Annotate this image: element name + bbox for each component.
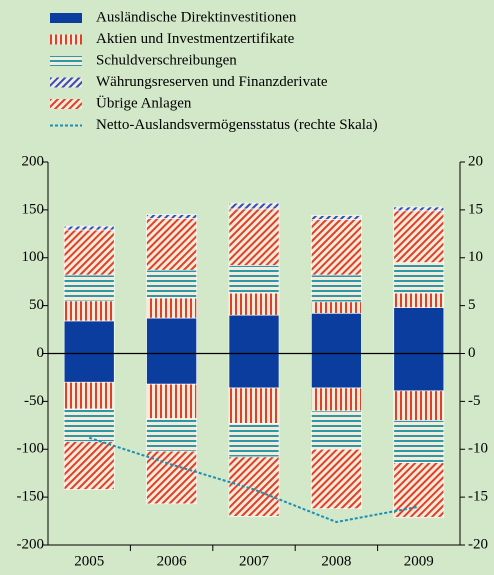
bar-segment	[63, 441, 115, 490]
bar-segment	[228, 456, 280, 517]
bar-segment	[63, 229, 115, 276]
legend-label: Übrige Anlagen	[96, 94, 192, 111]
x-tick-label: 2006	[157, 553, 188, 569]
y-tick-label: 100	[22, 249, 45, 265]
y-tick-label: 0	[37, 345, 45, 361]
bar-segment	[393, 262, 445, 294]
bar-segment	[146, 383, 197, 419]
y2-tick-label: 10	[468, 249, 483, 265]
bar-segment	[63, 381, 115, 410]
y-tick-label: -100	[17, 441, 45, 457]
x-tick-label: 2005	[74, 553, 104, 569]
legend-label: Netto-Auslandsvermögensstatus (rechte Sk…	[96, 117, 378, 133]
legend-swatch	[50, 56, 82, 66]
bar-segment	[63, 320, 115, 354]
bar-segment	[311, 410, 362, 450]
bar-segment	[146, 218, 197, 271]
legend-label: Aktien und Investmentzertifikate	[96, 31, 295, 47]
bar-segment	[311, 274, 362, 303]
bar-segment	[393, 353, 445, 392]
y-tick-label: 150	[22, 201, 45, 217]
bar-segment	[393, 390, 445, 421]
legend-swatch	[50, 99, 82, 109]
bar-segment	[146, 214, 197, 219]
y2-tick-label: -20	[468, 536, 488, 552]
bar-segment	[393, 462, 445, 518]
bar-segment	[393, 210, 445, 263]
bar-segment	[393, 307, 445, 354]
legend-label: Schuldverschreibungen	[96, 52, 237, 68]
bar-segment	[228, 202, 280, 210]
legend-label: Währungsreserven und Finanzderivate	[96, 74, 328, 90]
bar-segment	[63, 225, 115, 231]
bar-segment	[146, 450, 197, 505]
y2-tick-label: 0	[468, 345, 476, 361]
bar-segment	[228, 387, 280, 424]
bar-segment	[311, 448, 362, 509]
legend-swatch	[50, 77, 82, 88]
y2-tick-label: 5	[468, 297, 476, 313]
y2-tick-label: 15	[468, 201, 483, 217]
y-tick-label: -200	[17, 536, 45, 552]
legend-label: Ausländische Direktinvestitionen	[96, 9, 297, 25]
bar-segment	[311, 301, 362, 314]
y2-tick-label: 20	[468, 153, 483, 169]
y2-tick-label: -15	[468, 489, 488, 505]
bar-segment	[228, 314, 280, 354]
legend-swatch	[50, 13, 82, 23]
bar-segment	[63, 300, 115, 322]
y-tick-label: 200	[22, 153, 45, 169]
bar-segment	[393, 206, 445, 212]
net-position-line	[88, 436, 419, 524]
x-tick-label: 2009	[404, 553, 434, 569]
bar-segment	[63, 408, 115, 442]
bar-segment	[311, 387, 362, 412]
bar-segment	[146, 297, 197, 319]
y-tick-label: 50	[29, 297, 44, 313]
legend-swatch	[50, 34, 82, 45]
bar-segment	[228, 423, 280, 458]
bar-segment	[311, 219, 362, 276]
bar-segment	[311, 353, 362, 389]
x-tick-label: 2007	[239, 553, 270, 569]
bar-segment	[146, 317, 197, 354]
bar-segment	[311, 215, 362, 220]
bar-segment	[146, 269, 197, 299]
bar-segment	[63, 353, 115, 383]
bar-segment	[228, 292, 280, 316]
bar-segment	[63, 274, 115, 302]
y2-tick-label: -5	[468, 393, 481, 409]
bar-segment	[146, 353, 197, 385]
bar-segment	[228, 208, 280, 266]
x-tick-label: 2008	[321, 553, 351, 569]
bar-segment	[228, 265, 280, 294]
y-tick-label: -150	[17, 489, 45, 505]
bar-segment	[146, 418, 197, 452]
bar-segment	[393, 420, 445, 463]
y-tick-label: -50	[24, 393, 44, 409]
bar-segment	[311, 312, 362, 354]
y2-tick-label: -10	[468, 441, 488, 457]
bar-segment	[228, 353, 280, 389]
bar-segment	[393, 292, 445, 308]
